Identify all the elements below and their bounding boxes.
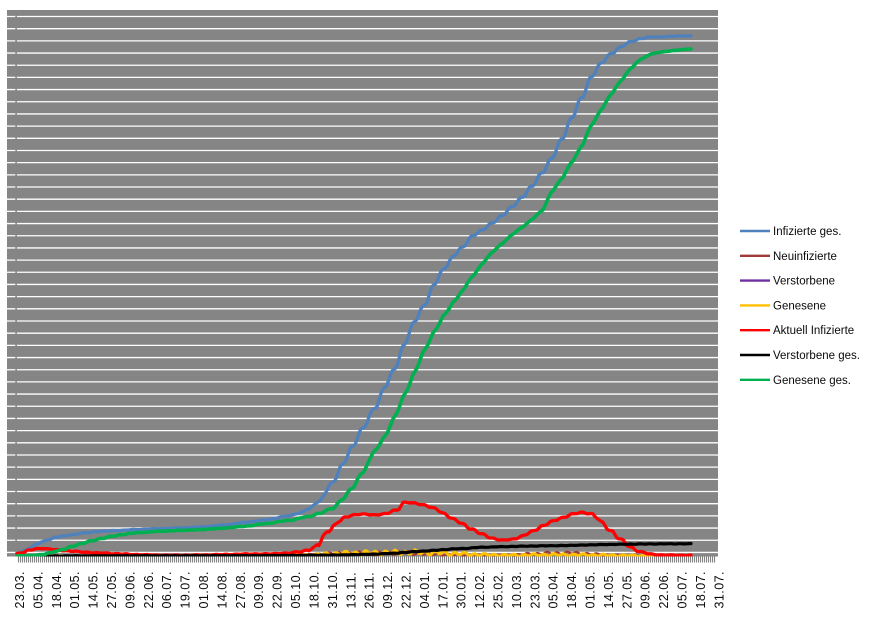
svg-text:Aktuell Infizierte: Aktuell Infizierte xyxy=(773,325,854,337)
svg-text:22.12.: 22.12. xyxy=(400,571,414,608)
svg-text:18.07.: 18.07. xyxy=(694,571,708,608)
svg-text:Genesene: Genesene xyxy=(773,300,826,312)
svg-text:18.10.: 18.10. xyxy=(307,571,321,608)
svg-text:27.08.: 27.08. xyxy=(234,571,248,608)
svg-text:Genesene ges.: Genesene ges. xyxy=(773,375,851,387)
svg-text:13.11.: 13.11. xyxy=(344,572,358,609)
svg-text:09.06.: 09.06. xyxy=(639,571,653,608)
svg-text:18.04.: 18.04. xyxy=(50,571,64,608)
svg-text:22.09.: 22.09. xyxy=(271,571,285,608)
svg-text:14.08.: 14.08. xyxy=(215,571,229,608)
svg-text:Infizierte ges.: Infizierte ges. xyxy=(773,226,841,238)
svg-text:22.06.: 22.06. xyxy=(657,571,671,608)
svg-text:05.04.: 05.04. xyxy=(547,571,561,608)
svg-text:Verstorbene ges.: Verstorbene ges. xyxy=(773,350,860,362)
svg-text:18.04.: 18.04. xyxy=(565,571,579,608)
svg-text:Neuinfizierte: Neuinfizierte xyxy=(773,251,837,263)
svg-text:01.05.: 01.05. xyxy=(68,571,82,608)
svg-text:19.07.: 19.07. xyxy=(179,571,193,608)
svg-text:Verstorbene: Verstorbene xyxy=(773,276,835,288)
svg-text:09.12.: 09.12. xyxy=(381,571,395,608)
svg-text:12.02.: 12.02. xyxy=(473,571,487,608)
svg-text:31.10.: 31.10. xyxy=(326,571,340,608)
svg-text:09.09.: 09.09. xyxy=(252,571,266,608)
svg-text:26.11.: 26.11. xyxy=(363,572,377,609)
svg-text:14.05.: 14.05. xyxy=(87,571,101,608)
svg-text:09.06.: 09.06. xyxy=(123,571,137,608)
svg-text:01.08.: 01.08. xyxy=(197,571,211,608)
svg-text:14.05.: 14.05. xyxy=(602,571,616,608)
svg-text:05.10.: 05.10. xyxy=(289,571,303,608)
svg-text:22.06.: 22.06. xyxy=(142,571,156,608)
svg-text:01.05.: 01.05. xyxy=(584,571,598,608)
svg-text:10.03.: 10.03. xyxy=(510,571,524,608)
svg-text:06.07.: 06.07. xyxy=(160,571,174,608)
svg-text:27.05.: 27.05. xyxy=(620,571,634,608)
svg-text:23.03.: 23.03. xyxy=(528,571,542,608)
svg-text:27.05.: 27.05. xyxy=(105,571,119,608)
svg-text:05.04.: 05.04. xyxy=(31,571,45,608)
svg-text:17.01.: 17.01. xyxy=(436,571,450,608)
svg-text:05.07.: 05.07. xyxy=(676,571,690,608)
svg-text:25.02.: 25.02. xyxy=(492,571,506,608)
svg-text:30.01.: 30.01. xyxy=(455,571,469,608)
svg-text:04.01.: 04.01. xyxy=(418,571,432,608)
svg-text:23.03.: 23.03. xyxy=(13,571,27,608)
svg-text:31.07.: 31.07. xyxy=(712,571,726,608)
